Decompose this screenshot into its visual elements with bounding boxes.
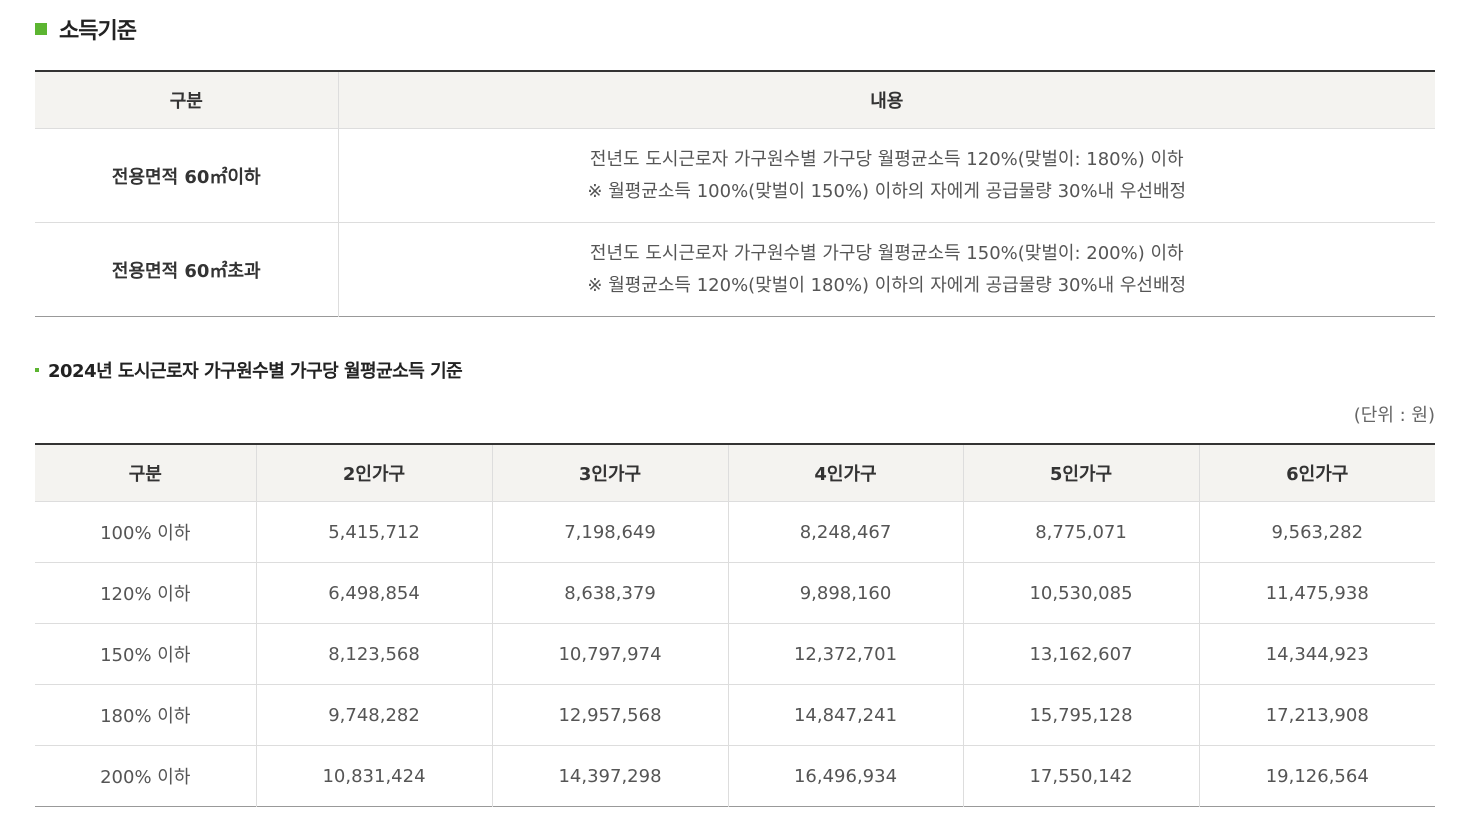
cell-value: 8,123,568	[255, 623, 492, 685]
header-3-person: 3인가구	[491, 444, 728, 502]
table-row: 120% 이하 6,498,854 8,638,379 9,898,160 10…	[35, 562, 1435, 624]
table-row: 100% 이하 5,415,712 7,198,649 8,248,467 8,…	[35, 501, 1435, 563]
row-label: 전용면적 60㎡이하	[35, 128, 338, 223]
cell-value: 6,498,854	[255, 562, 492, 624]
cell-value: 5,415,712	[255, 501, 492, 563]
cell-value: 11,475,938	[1198, 562, 1435, 624]
cell-value: 13,162,607	[962, 623, 1199, 685]
cell-value: 17,550,142	[962, 745, 1199, 807]
content-line-primary: 전년도 도시근로자 가구원수별 가구당 월평균소득 150%(맞벌이: 200%…	[589, 242, 1184, 264]
table-row: 전용면적 60㎡이하 전년도 도시근로자 가구원수별 가구당 월평균소득 120…	[35, 128, 1435, 223]
header-2-person: 2인가구	[255, 444, 492, 502]
table-row: 전용면적 60㎡초과 전년도 도시근로자 가구원수별 가구당 월평균소득 150…	[35, 222, 1435, 317]
header-4-person: 4인가구	[727, 444, 963, 502]
row-category: 200% 이하	[35, 745, 256, 807]
unit-note: (단위 : 원)	[1353, 405, 1435, 426]
cell-value: 7,198,649	[491, 501, 728, 563]
row-category: 120% 이하	[35, 562, 256, 624]
header-5-person: 5인가구	[962, 444, 1199, 502]
cell-value: 14,344,923	[1198, 623, 1435, 685]
content-line-note: ※ 월평균소득 100%(맞벌이 150%) 이하의 자에게 공급물량 30%내…	[587, 180, 1187, 202]
cell-value: 8,248,467	[727, 501, 963, 563]
content-line-note: ※ 월평균소득 120%(맞벌이 180%) 이하의 자에게 공급물량 30%내…	[587, 274, 1187, 296]
cell-value: 10,831,424	[255, 745, 492, 807]
green-square-bullet-icon	[35, 23, 47, 35]
cell-value: 12,372,701	[727, 623, 963, 685]
row-category: 150% 이하	[35, 623, 256, 685]
cell-value: 10,797,974	[491, 623, 728, 685]
row-category: 180% 이하	[35, 684, 256, 746]
table-row: 150% 이하 8,123,568 10,797,974 12,372,701 …	[35, 623, 1435, 685]
income-criteria-table: 구분 내용 전용면적 60㎡이하 전년도 도시근로자 가구원수별 가구당 월평균…	[35, 70, 1435, 317]
table-row: 200% 이하 10,831,424 14,397,298 16,496,934…	[35, 745, 1435, 807]
monthly-income-table: 구분 2인가구 3인가구 4인가구 5인가구 6인가구 100% 이하 5,41…	[35, 443, 1435, 807]
row-content: 전년도 도시근로자 가구원수별 가구당 월평균소득 120%(맞벌이: 180%…	[337, 128, 1435, 223]
header-content: 내용	[337, 71, 1435, 129]
cell-value: 15,795,128	[962, 684, 1199, 746]
cell-value: 8,638,379	[491, 562, 728, 624]
table-row: 180% 이하 9,748,282 12,957,568 14,847,241 …	[35, 684, 1435, 746]
cell-value: 9,563,282	[1198, 501, 1435, 563]
sub-title-text: 2024년 도시근로자 가구원수별 가구당 월평균소득 기준	[48, 361, 463, 382]
section-title-text: 소득기준	[59, 19, 137, 44]
table-header-row: 구분 내용	[35, 71, 1435, 129]
header-category: 구분	[35, 71, 338, 129]
section-title: 소득기준	[35, 14, 137, 44]
cell-value: 16,496,934	[727, 745, 963, 807]
cell-value: 9,898,160	[727, 562, 963, 624]
cell-value: 17,213,908	[1198, 684, 1435, 746]
green-dot-bullet-icon	[35, 368, 39, 372]
table-header-row: 구분 2인가구 3인가구 4인가구 5인가구 6인가구	[35, 444, 1435, 502]
cell-value: 9,748,282	[255, 684, 492, 746]
row-category: 100% 이하	[35, 501, 256, 563]
cell-value: 14,847,241	[727, 684, 963, 746]
header-category: 구분	[35, 444, 256, 502]
header-6-person: 6인가구	[1198, 444, 1435, 502]
cell-value: 14,397,298	[491, 745, 728, 807]
cell-value: 19,126,564	[1198, 745, 1435, 807]
row-content: 전년도 도시근로자 가구원수별 가구당 월평균소득 150%(맞벌이: 200%…	[337, 222, 1435, 317]
cell-value: 8,775,071	[962, 501, 1199, 563]
row-label: 전용면적 60㎡초과	[35, 222, 338, 317]
sub-title: 2024년 도시근로자 가구원수별 가구당 월평균소득 기준	[35, 356, 463, 384]
cell-value: 12,957,568	[491, 684, 728, 746]
content-line-primary: 전년도 도시근로자 가구원수별 가구당 월평균소득 120%(맞벌이: 180%…	[589, 148, 1184, 170]
cell-value: 10,530,085	[962, 562, 1199, 624]
